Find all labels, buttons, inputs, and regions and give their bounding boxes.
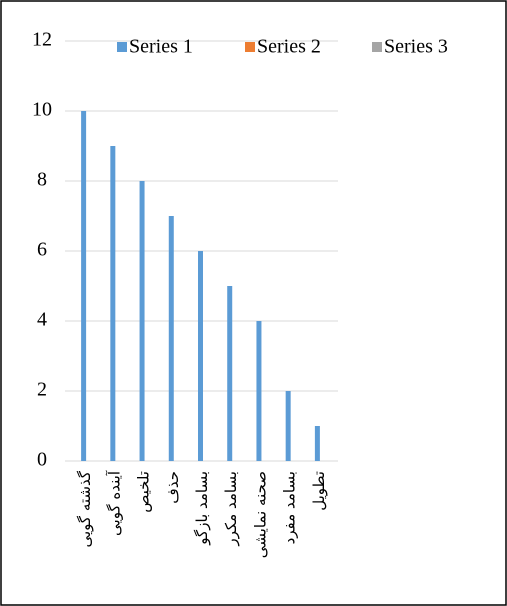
legend-swatch: [245, 42, 255, 52]
x-tick-label: تلخیص: [135, 471, 153, 513]
x-tick-label: حذف: [164, 471, 182, 504]
x-tick-label: بسامد مفرد: [281, 471, 299, 544]
y-tick-label: 0: [37, 449, 47, 471]
bar: [314, 426, 320, 461]
bar: [256, 321, 262, 461]
y-tick-label: 6: [37, 239, 47, 261]
bar: [168, 216, 174, 461]
y-tick-label: 2: [37, 379, 47, 401]
bar: [285, 391, 291, 461]
bar: [227, 286, 233, 461]
legend-label: Series 3: [384, 36, 448, 58]
x-tick-label: آینده گویی: [105, 470, 123, 536]
x-tick-label: بسامد مکرر: [222, 471, 240, 547]
x-tick-label: گذشته گویی: [76, 470, 94, 547]
bar: [198, 251, 203, 461]
legend-label: Series 1: [129, 36, 193, 58]
bar: [81, 111, 87, 461]
y-tick-label: 4: [37, 309, 47, 331]
x-tick-label: تطویل: [310, 471, 328, 511]
y-tick-label: 12: [32, 29, 52, 51]
legend-swatch: [372, 42, 382, 52]
x-tick-label: بسامد بازگو: [193, 471, 211, 546]
x-tick-label: صحنه نمایشی: [251, 471, 269, 558]
y-tick-label: 10: [32, 99, 52, 121]
bar: [110, 146, 116, 461]
bar: [139, 181, 145, 461]
legend-swatch: [117, 42, 127, 52]
y-tick-label: 8: [37, 169, 47, 191]
legend-label: Series 2: [257, 36, 321, 58]
